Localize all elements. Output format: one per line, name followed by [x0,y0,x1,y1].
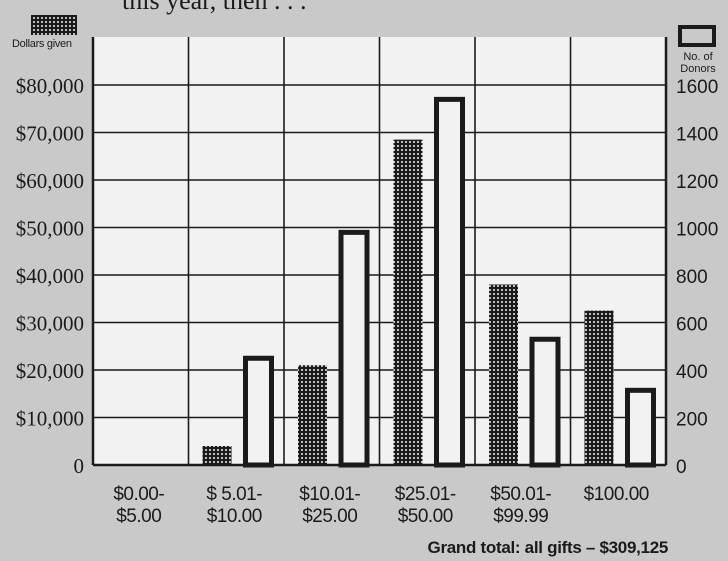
dollars-bar [202,446,232,465]
right-axis-tick-label: 800 [676,267,708,288]
right-axis-tick-label: 1400 [676,125,718,146]
left-axis-tick-label: $60,000 [16,169,84,193]
dollars-legend-swatch [31,15,77,35]
left-axis-tick-label: $70,000 [16,122,84,146]
right-axis-tick-label: 200 [676,410,708,431]
left-axis-tick-label: 0 [74,454,85,478]
donors-legend-swatch [678,25,716,47]
donors-bar [625,387,656,468]
right-axis-tick-label: 400 [676,362,708,383]
category-label: $50.00 [398,506,453,527]
dollars-bar [584,310,614,465]
category-label: $25.01- [395,484,456,505]
donors-bar [434,96,465,468]
donors-bar [338,229,370,468]
right-axis-tick-label: 0 [676,457,687,478]
category-label: $99.99 [493,506,548,527]
category-label: $10.01- [299,484,360,505]
category-label: $0.00- [113,484,164,505]
dollars-bar [393,139,423,465]
left-axis-tick-label: $80,000 [16,74,84,98]
left-axis-tick-label: $40,000 [16,264,84,288]
donors-bar [529,336,561,468]
category-label: $25.00 [302,506,357,527]
right-axis-legend-label: No. of Donors [678,51,718,75]
left-axis-tick-label: $10,000 [16,407,84,431]
donors-bar [243,355,274,468]
right-axis-tick-label: 1600 [676,77,718,98]
category-label: $100.00 [584,484,649,505]
category-label: $10.00 [207,506,262,527]
category-label: $ 5.01- [206,484,262,505]
right-axis-tick-label: 600 [676,315,708,336]
left-axis-tick-label: $50,000 [16,217,84,241]
left-axis-tick-label: $20,000 [16,359,84,383]
right-axis-tick-label: 1000 [676,220,718,241]
left-axis-legend-label: Dollars given [12,38,72,50]
continued-caption-text: this year, then . . . [122,0,307,15]
left-axis-tick-label: $30,000 [16,312,84,336]
category-label: $50.01- [490,484,551,505]
dollars-bar [489,284,518,465]
category-label: $5.00 [116,506,161,527]
right-axis-tick-label: 1200 [676,172,718,193]
right-legend-line-1: No. of [683,51,713,63]
grand-total-footnote: Grand total: all gifts – $309,125 [428,538,668,557]
right-legend-line-2: Donors [680,63,716,75]
dollars-bar [298,365,327,465]
